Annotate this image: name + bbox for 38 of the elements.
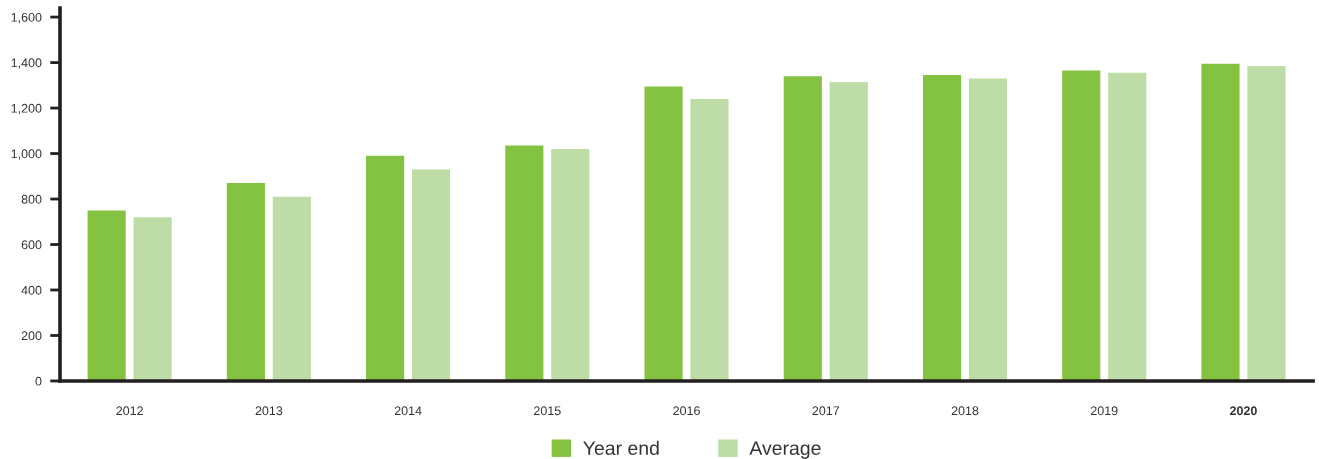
bar [505,145,544,381]
bar [1201,63,1240,381]
bar [366,155,405,381]
y-tick-label: 800 [21,194,42,204]
x-tick-label: 2017 [812,406,840,416]
y-tick-label: 600 [21,240,42,250]
y-tick-label: 1,200 [11,103,42,115]
bar [133,217,172,381]
x-tick-label: 2019 [1090,406,1118,416]
bar [1108,72,1147,381]
bar [551,148,590,381]
legend-label: Year end [583,440,659,456]
x-tick-label: 2016 [673,406,700,416]
legend-label: Average [749,441,821,459]
x-tick-label: 2015 [534,406,561,416]
bar [644,86,683,381]
bar [968,78,1008,381]
bar [87,210,126,381]
bar [1247,65,1286,381]
x-tick-label: 2013 [255,406,283,416]
bar [690,98,729,381]
y-tick-label: 400 [21,285,42,295]
y-tick-label: 200 [21,331,42,341]
bar [226,183,265,381]
bar [1062,70,1101,381]
y-tick-label: 0 [35,376,42,386]
bar [783,76,822,381]
x-tick-label: 2012 [116,406,143,416]
bar [829,81,868,381]
x-tick-label: 2018 [951,406,979,416]
x-tick-label: 2020 [1229,406,1257,416]
y-tick-label: 1,600 [11,12,42,24]
bar [922,75,962,381]
y-tick-label: 1,400 [11,58,42,69]
bar [272,196,311,381]
bar [411,169,451,381]
y-tick-label: 1,000 [11,149,42,160]
x-tick-label: 2014 [394,406,422,416]
